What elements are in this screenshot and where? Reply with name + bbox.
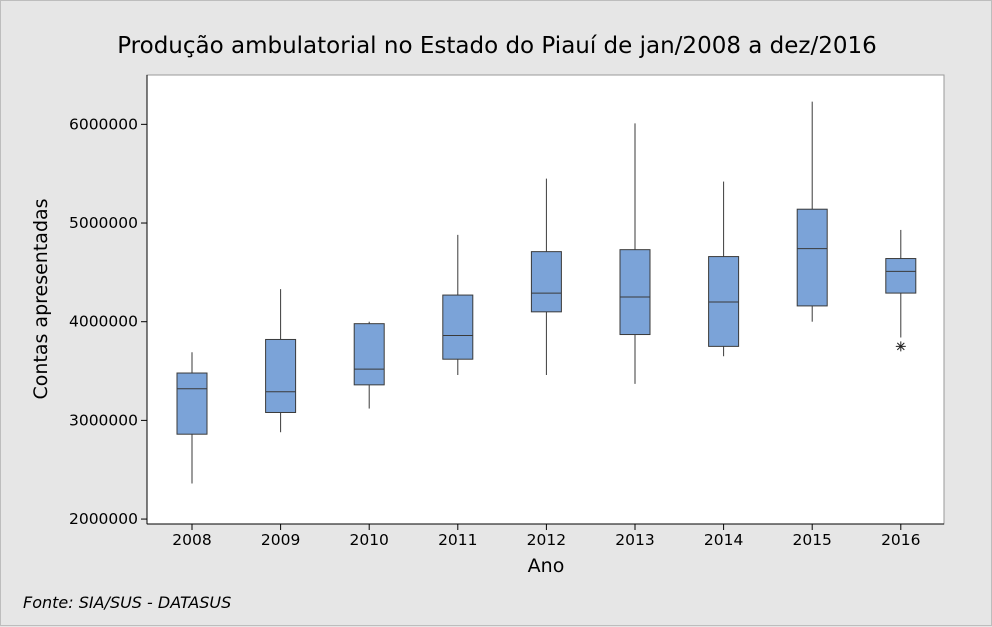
box-2008 <box>176 352 208 484</box>
box-2015 <box>796 101 828 322</box>
x-tick-label: 2014 <box>704 531 743 549</box>
outlier-marker <box>895 341 906 352</box>
outlier-stroke <box>896 342 905 351</box>
box-iqr <box>442 294 474 360</box>
box-2016 <box>885 229 917 352</box>
chart-title: Produção ambulatorial no Estado do Piauí… <box>117 33 877 59</box>
x-tick-label: 2011 <box>438 531 477 549</box>
box-iqr <box>530 251 562 313</box>
y-tick-label: 5000000 <box>69 214 138 232</box>
x-tick-label: 2015 <box>792 531 831 549</box>
y-axis-title: Contas apresentadas <box>30 198 52 399</box>
box-2012 <box>530 178 562 375</box>
box-iqr <box>796 208 828 307</box>
x-tick-label: 2008 <box>172 531 211 549</box>
y-tick-label: 4000000 <box>69 313 138 331</box>
y-tick-label: 3000000 <box>69 411 138 429</box>
box-iqr <box>265 338 297 413</box>
x-axis: 2008 2009 2010 2011 2012 2013 2014 2015 2016 <box>147 523 944 549</box>
x-tick-label: 2016 <box>881 531 920 549</box>
box-2013 <box>619 123 651 384</box>
box-iqr <box>885 258 917 294</box>
x-tick-label: 2009 <box>261 531 300 549</box>
x-tick-label: 2013 <box>615 531 654 549</box>
box-2009 <box>265 289 297 433</box>
x-axis-title: Ano <box>528 555 565 577</box>
box-iqr <box>353 323 385 386</box>
y-axis: 2000000 3000000 4000000 5000000 6000000 <box>69 75 148 528</box>
y-tick-label: 2000000 <box>69 510 138 528</box>
y-tick-label: 6000000 <box>69 115 138 133</box>
box-iqr <box>619 249 651 336</box>
box-2011 <box>442 234 474 375</box>
box-2010 <box>353 321 385 409</box>
x-tick-label: 2010 <box>349 531 388 549</box>
source-note: Fonte: SIA/SUS - DATASUS <box>23 593 232 612</box>
boxes-group <box>176 101 917 484</box>
box-iqr <box>176 372 208 435</box>
x-tick-label: 2012 <box>527 531 566 549</box>
box-2014 <box>708 181 740 357</box>
